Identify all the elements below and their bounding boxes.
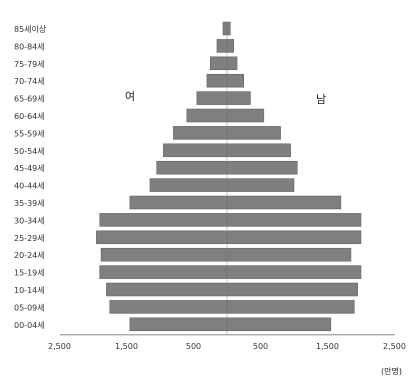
age-labels-group: 00-04세 05-09세 10-14세 15-19세 20-24세 25-29세 30-3… xyxy=(14,24,47,330)
age-label: 60-64세 xyxy=(14,112,45,121)
age-label: 40-44세 xyxy=(14,182,45,191)
age-label: 10-14세 xyxy=(14,286,45,295)
bar-male-35-39세 xyxy=(226,195,342,210)
bar-male-60-64세 xyxy=(226,108,265,123)
x-tick-label: 500 xyxy=(186,342,201,351)
x-tick-label: 500 xyxy=(253,342,268,351)
bar-female-60-64세 xyxy=(186,108,228,123)
bar-male-20-24세 xyxy=(226,247,352,262)
bar-male-00-04세 xyxy=(226,317,332,332)
bar-male-10-14세 xyxy=(226,282,358,297)
bar-female-85세이상 xyxy=(222,21,228,36)
bars-group xyxy=(96,21,362,332)
bar-female-00-04세 xyxy=(129,317,228,332)
bar-male-05-09세 xyxy=(226,300,355,314)
age-label: 30-34세 xyxy=(14,216,45,225)
legend-male: 남 xyxy=(316,93,326,106)
bar-female-45-49세 xyxy=(156,160,228,175)
age-label: 75-79세 xyxy=(14,60,45,69)
bar-male-75-79세 xyxy=(226,56,238,71)
age-label: 00-04세 xyxy=(14,321,45,330)
bar-female-50-54세 xyxy=(163,143,228,158)
age-label: 50-54세 xyxy=(14,147,45,156)
age-label: 85세이상 xyxy=(14,24,47,34)
x-tick-label: 1,500 xyxy=(316,342,339,351)
bar-female-40-44세 xyxy=(149,178,228,192)
age-label: 80-84세 xyxy=(14,42,45,51)
bar-male-85세이상 xyxy=(226,21,231,36)
x-axis: 2,500 1,500 500 500 1,500 2,500 xyxy=(48,22,406,351)
age-label: 70-74세 xyxy=(14,77,45,86)
age-label: 20-24세 xyxy=(14,251,45,260)
bar-female-70-74세 xyxy=(206,73,228,88)
bar-female-20-24세 xyxy=(100,247,228,262)
bar-male-50-54세 xyxy=(226,143,291,158)
x-tick-label: 1,500 xyxy=(115,342,138,351)
bar-female-65-69세 xyxy=(196,91,228,105)
bar-female-35-39세 xyxy=(129,195,228,210)
bar-male-65-69세 xyxy=(226,91,251,105)
age-label: 55-59세 xyxy=(14,129,45,138)
age-label: 45-49세 xyxy=(14,164,45,173)
x-tick-label: 2,500 xyxy=(383,342,406,351)
bar-male-30-34세 xyxy=(226,213,362,227)
bar-male-55-59세 xyxy=(226,126,281,140)
age-label: 05-09세 xyxy=(14,303,45,312)
bar-female-15-19세 xyxy=(99,265,228,279)
bar-male-45-49세 xyxy=(226,160,298,175)
bar-female-30-34세 xyxy=(99,213,228,227)
age-label: 25-29세 xyxy=(14,234,45,243)
bar-female-25-29세 xyxy=(96,230,228,245)
bar-female-75-79세 xyxy=(210,56,228,71)
bar-male-80-84세 xyxy=(226,39,234,53)
bar-female-05-09세 xyxy=(109,300,228,314)
bar-male-15-19세 xyxy=(226,265,362,279)
legend-female: 여 xyxy=(125,90,135,103)
bar-male-40-44세 xyxy=(226,178,295,192)
age-label: 65-69세 xyxy=(14,95,45,104)
bar-female-55-59세 xyxy=(173,126,228,140)
x-tick-label: 2,500 xyxy=(48,342,71,351)
bar-female-80-84세 xyxy=(216,39,228,53)
age-label: 15-19세 xyxy=(14,269,45,278)
bar-female-10-14세 xyxy=(106,282,228,297)
age-label: 35-39세 xyxy=(14,199,45,208)
bar-male-25-29세 xyxy=(226,230,362,245)
x-axis-unit-label: (만명) xyxy=(381,366,402,376)
bar-male-70-74세 xyxy=(226,73,244,88)
